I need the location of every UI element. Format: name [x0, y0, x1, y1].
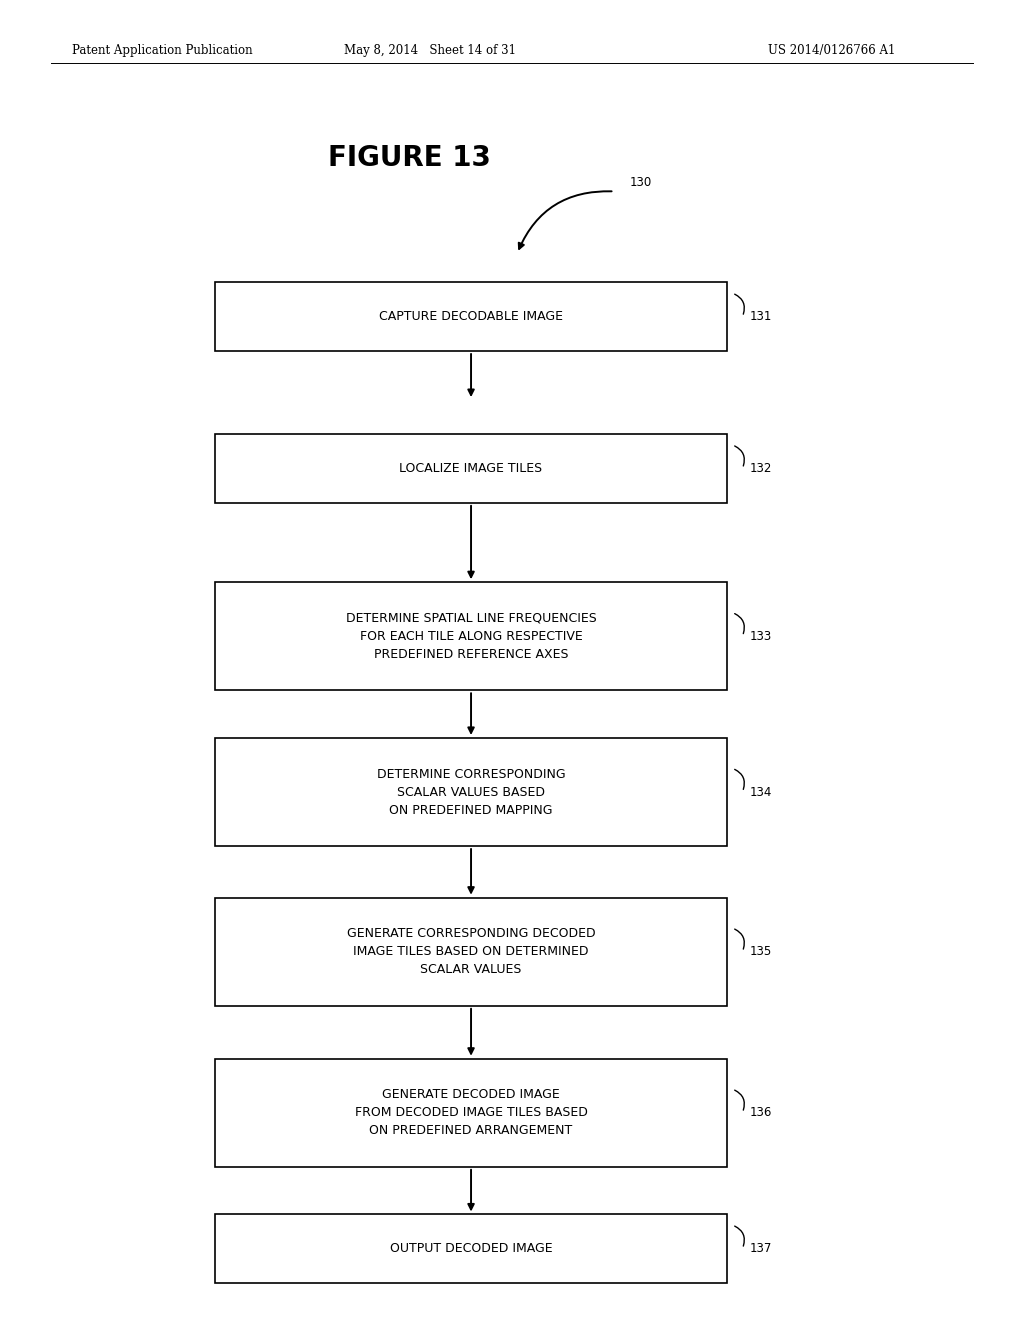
Text: FIGURE 13: FIGURE 13	[328, 144, 492, 173]
Text: 137: 137	[750, 1242, 772, 1255]
Text: DETERMINE CORRESPONDING
SCALAR VALUES BASED
ON PREDEFINED MAPPING: DETERMINE CORRESPONDING SCALAR VALUES BA…	[377, 767, 565, 817]
Text: Patent Application Publication: Patent Application Publication	[72, 44, 252, 57]
Text: 130: 130	[630, 176, 652, 189]
Text: DETERMINE SPATIAL LINE FREQUENCIES
FOR EACH TILE ALONG RESPECTIVE
PREDEFINED REF: DETERMINE SPATIAL LINE FREQUENCIES FOR E…	[346, 611, 596, 661]
Text: GENERATE DECODED IMAGE
FROM DECODED IMAGE TILES BASED
ON PREDEFINED ARRANGEMENT: GENERATE DECODED IMAGE FROM DECODED IMAG…	[354, 1088, 588, 1138]
Text: OUTPUT DECODED IMAGE: OUTPUT DECODED IMAGE	[390, 1242, 552, 1255]
FancyBboxPatch shape	[215, 898, 727, 1006]
Text: 133: 133	[750, 630, 772, 643]
Text: 131: 131	[750, 310, 772, 323]
FancyBboxPatch shape	[215, 738, 727, 846]
FancyBboxPatch shape	[215, 434, 727, 503]
FancyBboxPatch shape	[215, 282, 727, 351]
FancyBboxPatch shape	[215, 582, 727, 690]
Text: 132: 132	[750, 462, 772, 475]
Text: 136: 136	[750, 1106, 772, 1119]
Text: May 8, 2014   Sheet 14 of 31: May 8, 2014 Sheet 14 of 31	[344, 44, 516, 57]
FancyBboxPatch shape	[215, 1059, 727, 1167]
Text: GENERATE CORRESPONDING DECODED
IMAGE TILES BASED ON DETERMINED
SCALAR VALUES: GENERATE CORRESPONDING DECODED IMAGE TIL…	[347, 927, 595, 977]
FancyBboxPatch shape	[215, 1214, 727, 1283]
Text: LOCALIZE IMAGE TILES: LOCALIZE IMAGE TILES	[399, 462, 543, 475]
Text: 134: 134	[750, 785, 772, 799]
Text: 135: 135	[750, 945, 772, 958]
Text: US 2014/0126766 A1: US 2014/0126766 A1	[768, 44, 895, 57]
Text: CAPTURE DECODABLE IMAGE: CAPTURE DECODABLE IMAGE	[379, 310, 563, 323]
